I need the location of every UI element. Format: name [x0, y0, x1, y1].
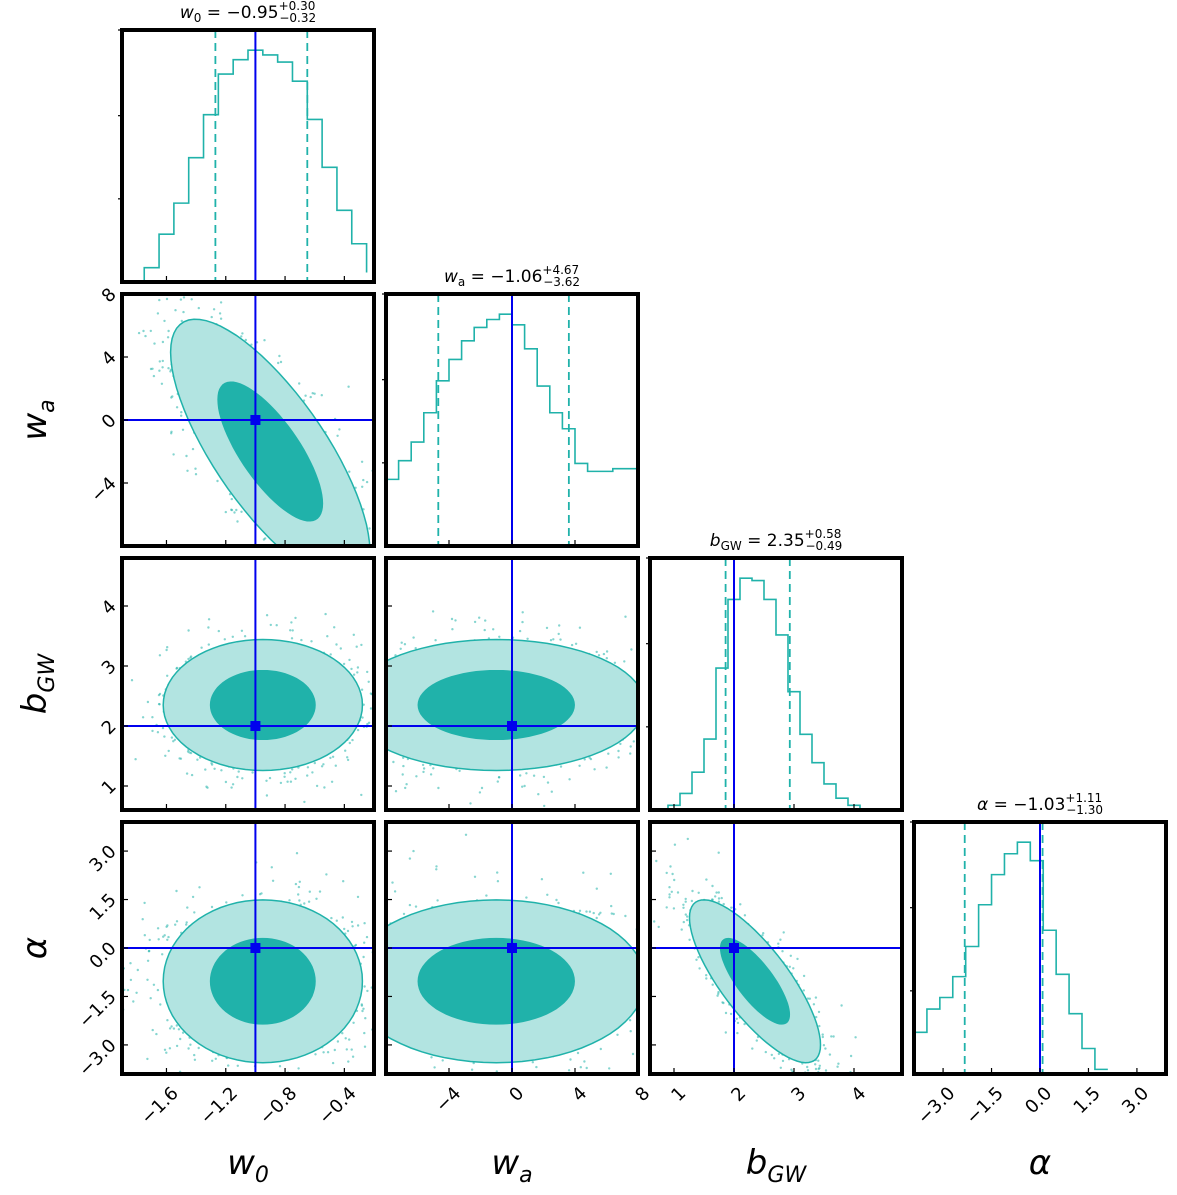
truth-marker — [250, 943, 261, 953]
truth-marker — [729, 943, 739, 953]
hist-panel-alpha: α = −1.03+1.11 −1.30 — [910, 791, 1168, 1076]
y-tick-label-bGW: 2 — [98, 716, 121, 739]
contour-1sigma — [209, 669, 316, 741]
panel-title-bGW: bGW = 2.35+0.58 −0.49 — [710, 527, 842, 553]
truth-marker — [507, 943, 517, 953]
y-tick-label-wa: −4 — [87, 473, 121, 507]
scatter-panel-wa-bGW — [384, 556, 640, 812]
panel-frame — [120, 820, 376, 1076]
panel-frame — [120, 292, 376, 548]
y-tick-label-alpha: −1.5 — [75, 987, 121, 1033]
y-tick-label-alpha: 3.0 — [86, 841, 121, 876]
y-tick-label-wa: 0 — [98, 410, 121, 433]
x-tick-label-wa: 0 — [505, 1083, 528, 1106]
scatter-panel-wa-alpha — [384, 820, 640, 1076]
y-axis-label-alpha: α — [15, 937, 55, 959]
histogram-wa — [386, 313, 638, 546]
panel-title-w0: w0 = −0.95+0.30 −0.32 — [180, 0, 316, 25]
x-tick-label-alpha: −3.0 — [914, 1083, 960, 1129]
x-axis-label-alpha: α — [1029, 1143, 1051, 1183]
contour-1sigma — [209, 937, 316, 1025]
x-tick-label-bGW: 3 — [787, 1083, 810, 1106]
contour-1sigma — [417, 937, 575, 1025]
x-tick-label-alpha: −1.5 — [962, 1083, 1008, 1129]
x-tick-label-wa: 8 — [631, 1083, 654, 1106]
y-tick-label-bGW: 1 — [98, 776, 121, 799]
x-tick-label-wa: 4 — [568, 1083, 591, 1106]
panel-title-alpha: α = −1.03+1.11 −1.30 — [977, 791, 1103, 817]
histogram-bGW — [667, 577, 872, 810]
y-tick-label-wa: 8 — [98, 284, 121, 307]
y-tick-label-alpha: 0.0 — [86, 938, 121, 973]
x-tick-label-w0: −0.4 — [315, 1083, 361, 1129]
x-axis-label-wa: wa — [491, 1143, 532, 1188]
histogram-w0 — [128, 49, 368, 282]
x-tick-label-alpha: 1.5 — [1070, 1083, 1105, 1118]
hist-panel-bGW: bGW = 2.35+0.58 −0.49 — [646, 527, 904, 812]
histogram-alpha — [914, 841, 1108, 1074]
x-tick-label-w0: −0.8 — [256, 1083, 302, 1129]
truth-marker — [250, 415, 261, 425]
x-tick-label-bGW: 2 — [727, 1083, 750, 1106]
truth-marker — [507, 721, 517, 731]
scatter-panel-bGW-alpha — [648, 820, 904, 1076]
y-tick-label-wa: 4 — [98, 347, 121, 370]
panel-title-wa: wa = −1.06+4.67 −3.62 — [444, 263, 580, 289]
contour-1sigma — [417, 669, 575, 741]
panel-frame — [384, 556, 640, 812]
y-tick-label-alpha: −3.0 — [75, 1035, 121, 1081]
y-tick-label-alpha: 1.5 — [86, 890, 121, 925]
y-tick-label-bGW: 4 — [98, 596, 121, 619]
x-tick-label-alpha: 0.0 — [1021, 1083, 1056, 1118]
panel-frame — [912, 820, 1168, 1076]
contour-1sigma — [217, 381, 324, 522]
panel-frame — [648, 820, 904, 1076]
x-tick-label-w0: −1.6 — [137, 1083, 183, 1129]
panels: w0 = −0.95+0.30 −0.32 wa = −1.06+4.67 −3.62… — [118, 0, 1168, 1076]
panel-frame — [384, 820, 640, 1076]
x-axis-label-w0: w0 — [227, 1143, 269, 1188]
x-tick-label-bGW: 1 — [667, 1083, 690, 1106]
truth-marker — [250, 721, 261, 731]
y-axis-label-bGW: bGW — [15, 653, 60, 715]
x-tick-label-alpha: 3.0 — [1118, 1083, 1153, 1118]
y-axis-label-wa: wa — [15, 399, 60, 440]
x-axis-label-bGW: bGW — [746, 1143, 808, 1188]
scatter-panel-w0-bGW — [120, 556, 376, 812]
hist-panel-w0: w0 = −0.95+0.30 −0.32 — [118, 0, 376, 284]
scatter-panel-w0-wa — [120, 292, 376, 548]
x-tick-label-wa: −4 — [432, 1083, 466, 1117]
scatter-panel-w0-alpha — [120, 820, 376, 1076]
y-tick-label-bGW: 3 — [98, 656, 121, 679]
x-tick-label-w0: −1.2 — [196, 1083, 242, 1129]
panel-frame — [120, 556, 376, 812]
panel-frame — [120, 28, 376, 284]
panel-frame — [384, 292, 640, 548]
panel-frame — [648, 556, 904, 812]
x-tick-label-bGW: 4 — [847, 1083, 870, 1106]
hist-panel-wa: wa = −1.06+4.67 −3.62 — [382, 263, 640, 548]
